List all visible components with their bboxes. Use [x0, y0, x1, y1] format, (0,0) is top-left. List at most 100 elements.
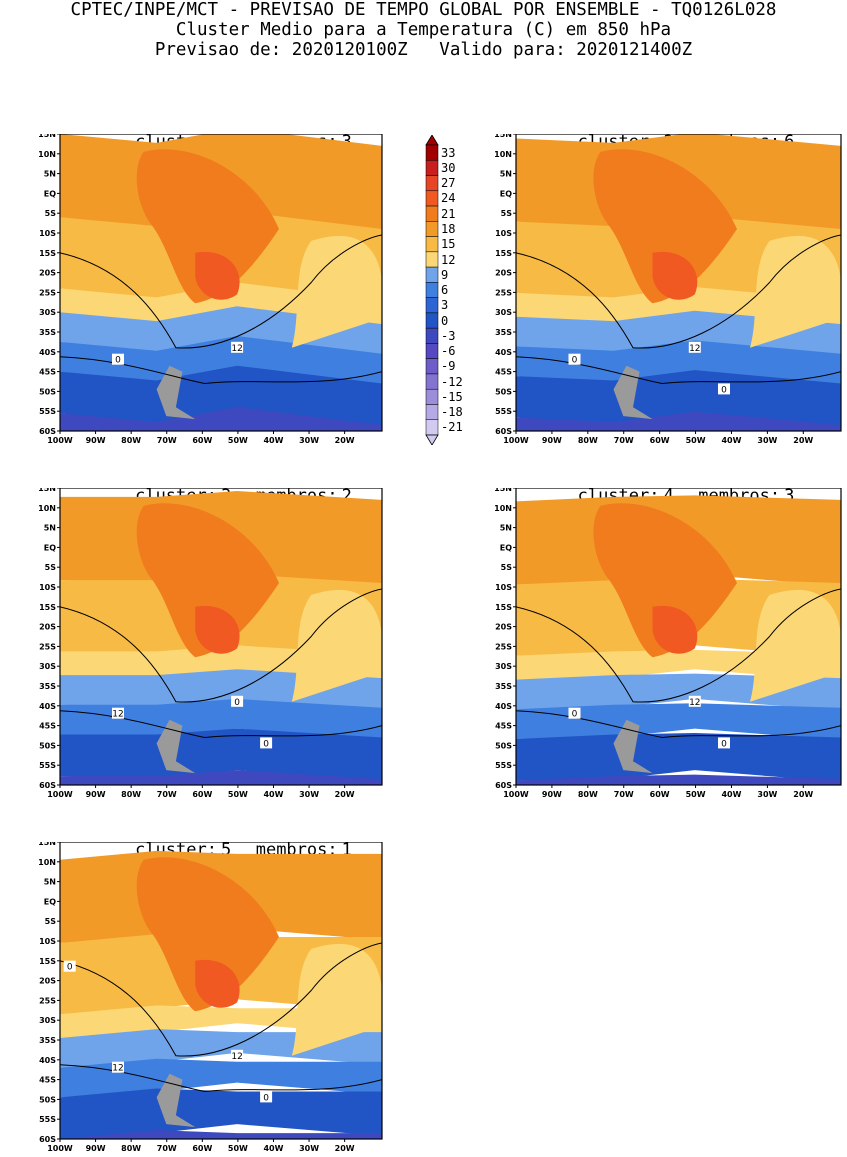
lat-label: 15S [495, 603, 512, 612]
contour-label-box [260, 1091, 273, 1103]
lat-label: 45S [495, 368, 512, 377]
lon-label: 100W [47, 790, 73, 799]
patagonia-land [613, 719, 653, 774]
lat-label: 10N [494, 150, 512, 159]
header-dates: Previsao de: 2020120100Z Valido para: 20… [154, 40, 693, 60]
cluster-panel: cluster:4 membros:3 120015N10N5NEQ5S10S1… [484, 466, 847, 806]
lat-label: 5S [45, 209, 57, 218]
legend-top-arrow [425, 135, 439, 146]
lat-label: 55S [39, 761, 56, 770]
temperature-map: 12 0 0 15N 10N 5N EQ 5S 10S 15S 20S 25S 30S 35S 40S 45S… [494, 134, 842, 445]
lat-label: 20S [39, 269, 56, 278]
cluster-panel: cluster:3 membros:2 012015N10N5NEQ5S10S1… [28, 466, 418, 806]
legend-level-label: 9 [441, 267, 449, 282]
lat-label: 55S [495, 407, 512, 416]
lon-label: 60W [192, 1144, 212, 1153]
lon-label: 60W [192, 436, 212, 445]
lat-label: 30S [39, 662, 56, 671]
contour-label-box [568, 707, 581, 719]
lon-label: 20W [335, 436, 355, 445]
lat-label: EQ [500, 189, 512, 198]
patagonia-land [156, 365, 196, 420]
temperature-map: 12 0 15N 10N 5N EQ 5S 10S 15S 20S 25S 30S 35S 40S 45S 5… [38, 134, 383, 445]
lon-label: 60W [650, 790, 670, 799]
legend-level-label: -3 [441, 328, 456, 343]
legend-swatch [425, 144, 439, 161]
warm-continent [593, 149, 737, 304]
map-frame [59, 134, 383, 432]
lat-label: 15S [39, 957, 56, 966]
lon-label: 80W [578, 436, 598, 445]
lat-label: 35S [39, 682, 56, 691]
hot-core [195, 959, 240, 1008]
contour-label: 0 [572, 356, 578, 366]
contour-label-box [231, 695, 244, 707]
lat-label: 35S [39, 1036, 56, 1045]
contour-label-box [718, 383, 730, 395]
legend-swatch [425, 160, 439, 176]
contour-label-box [718, 737, 730, 749]
temperature-band [60, 770, 382, 785]
contour-label: 0 [263, 1093, 269, 1103]
lat-label: 30S [495, 662, 512, 671]
figure-header: CPTEC/INPE/MCT - PREVISAO DE TEMPO GLOBA… [0, 0, 847, 60]
legend-swatch [425, 404, 439, 420]
legend-level-label: 3 [441, 298, 449, 313]
contour-label: 0 [721, 739, 727, 749]
members-count: 3 [784, 486, 795, 506]
warm-continent [136, 149, 279, 304]
lon-label: 70W [157, 790, 177, 799]
lon-label: 90W [86, 436, 106, 445]
warm-tongue [750, 590, 841, 702]
lat-label: 15S [495, 249, 512, 258]
lon-label: 20W [335, 1144, 355, 1153]
contour-label-box [688, 695, 701, 707]
warm-continent [136, 503, 279, 658]
lon-label: 50W [686, 790, 706, 799]
contour-12 [516, 588, 841, 703]
lon-label: 70W [614, 790, 634, 799]
legend-bottom-arrow [425, 434, 439, 445]
lon-label: 20W [793, 790, 813, 799]
lon-label: 40W [721, 436, 741, 445]
contour-label: 0 [67, 963, 73, 973]
lat-label: 10S [39, 583, 56, 592]
lat-label: EQ [44, 189, 56, 198]
legend-level-label: 21 [441, 206, 456, 221]
cluster-number: 5 [220, 840, 232, 860]
lat-label: 45S [39, 368, 56, 377]
lon-label: 30W [299, 1144, 319, 1153]
contour-label: 0 [115, 356, 121, 366]
legend-level-label: 27 [441, 176, 456, 191]
lat-label: 40S [39, 1056, 56, 1065]
lat-label: 15S [39, 603, 56, 612]
lat-label: 60S [39, 781, 56, 790]
patagonia-land [156, 719, 196, 774]
header-title: CPTEC/INPE/MCT - PREVISAO DE TEMPO GLOBA… [70, 0, 777, 20]
contour-12 [516, 234, 841, 349]
legend-colorbar [425, 135, 439, 445]
legend-swatch [425, 282, 439, 298]
lon-label: 30W [757, 436, 777, 445]
lon-label: 50W [228, 436, 248, 445]
lon-label: 70W [614, 436, 634, 445]
legend-level-label: -21 [441, 420, 463, 435]
lat-label: 10S [39, 229, 56, 238]
contour-label: 12 [112, 1064, 123, 1074]
temperature-map: 12 12 0 0 15N 10N 5N EQ 5S 10S 15S 20S 25S 30S 35S 40S 4… [38, 842, 383, 1153]
lat-label: 60S [39, 427, 56, 436]
lat-label: 15S [39, 249, 56, 258]
contour-label: 0 [234, 698, 240, 708]
temperature-band [516, 370, 841, 428]
lon-label: 60W [192, 790, 212, 799]
legend-swatch [425, 312, 439, 329]
lat-label: EQ [44, 543, 56, 552]
legend-level-label: 6 [441, 283, 449, 297]
lat-label: 50S [39, 1095, 56, 1104]
legend-level-label: 12 [441, 252, 456, 267]
lat-label: 30S [39, 308, 56, 317]
lon-label: 100W [47, 436, 73, 445]
contour-label-box [112, 353, 124, 365]
lat-label: 20S [495, 269, 512, 278]
contour-label-box [112, 707, 124, 719]
